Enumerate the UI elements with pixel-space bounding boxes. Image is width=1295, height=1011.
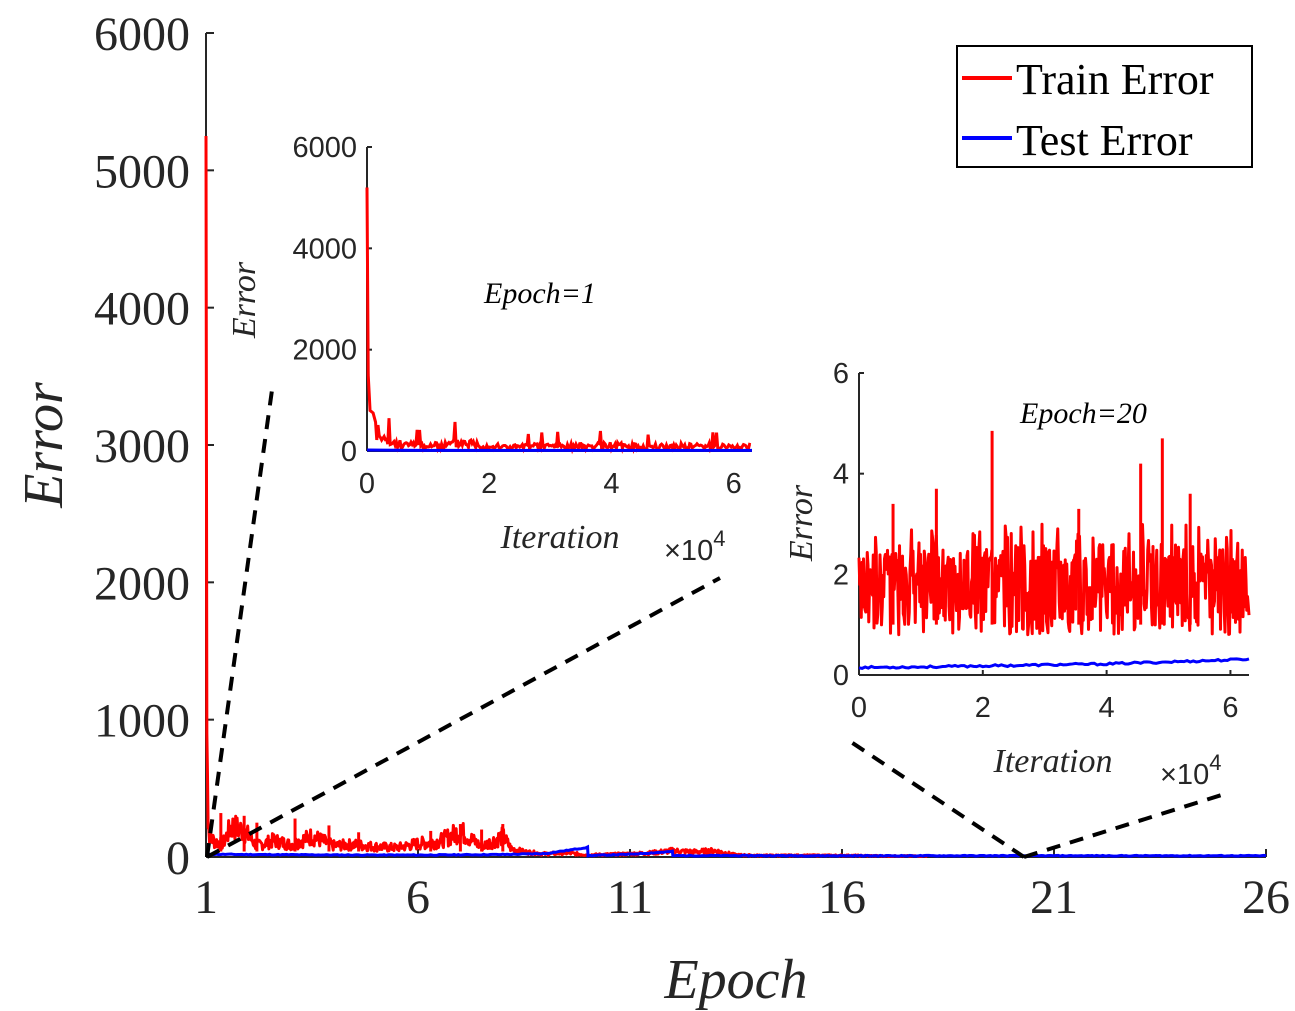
main-y-tick-label: 6000 (94, 8, 190, 61)
inset-epoch20-x-tick-label: 0 (851, 692, 867, 724)
inset-epoch20-y-tick-label: 4 (833, 459, 849, 491)
inset-epoch20-train-line (857, 522, 1251, 637)
legend-box (956, 45, 1253, 168)
inset-epoch1-x-tick-label: 4 (603, 468, 619, 500)
inset-epoch1-y-tick-label: 0 (341, 436, 357, 468)
main-x-tick-label: 6 (406, 871, 430, 924)
inset-epoch20-y-axis-title: Error (783, 484, 820, 562)
inset-epoch1-x-tick-label: 6 (726, 468, 742, 500)
inset-epoch20-x-tick-label: 6 (1222, 692, 1238, 724)
main-y-tick-label: 1000 (94, 695, 190, 748)
main-y-tick-label: 0 (166, 832, 190, 885)
inset-epoch20-x-tick-label: 2 (975, 692, 991, 724)
main-y-tick-label: 5000 (94, 145, 190, 198)
main-y-tick-label: 2000 (94, 557, 190, 610)
inset-epoch20-y-tick-label: 2 (833, 559, 849, 591)
inset-epoch20-test-line (858, 657, 1250, 670)
inset-epoch20-series (857, 430, 1251, 670)
inset-epoch1-x-tick-label: 2 (481, 468, 497, 500)
main-y-tick-label: 4000 (94, 283, 190, 336)
inset-epoch1-series (365, 187, 752, 455)
inset-epoch1-y-axis-title: Error (226, 261, 263, 339)
inset-epoch20-x-tick-label: 4 (1099, 692, 1115, 724)
inset-epoch1-multiplier: ×104 (664, 526, 725, 567)
inset-epoch20-multiplier: ×104 (1160, 750, 1221, 791)
inset-epoch1-y-tick-label: 2000 (292, 335, 357, 367)
main-x-tick-label: 26 (1242, 871, 1290, 924)
main-x-tick-label: 11 (607, 871, 653, 924)
inset-epoch1-x-tick-label: 0 (359, 468, 375, 500)
main-x-axis-title: Epoch (663, 949, 807, 1011)
legend: Train Error Test Error (956, 45, 1253, 168)
main-x-tick-label: 21 (1030, 871, 1078, 924)
connector-epoch20-right (1023, 791, 1229, 859)
inset-epoch20-annotation: Epoch=20 (1019, 397, 1147, 430)
main-x-tick-label: 16 (818, 871, 866, 924)
main-test-error-line (205, 844, 1267, 858)
inset-epoch1-y-tick-label: 6000 (292, 132, 357, 164)
legend-label-test: Test Error (1016, 116, 1193, 165)
inset-epoch1-x-axis-title: Iteration (500, 519, 620, 556)
connector-epoch1-right (206, 576, 721, 859)
inset-epoch1-train-line (365, 187, 752, 455)
connector-epoch20-left (846, 738, 1026, 859)
inset-epoch1-y-tick-label: 4000 (292, 233, 357, 265)
main-x-tick-label: 1 (194, 871, 218, 924)
inset-epoch20-y-tick-label: 0 (833, 660, 849, 692)
zoom-connectors (205, 389, 1229, 859)
main-y-axis-title: Error (13, 382, 75, 509)
connector-epoch1-left (205, 389, 274, 858)
inset-epoch20-axes: 0 2 4 6 0 2 4 6 (833, 358, 1249, 724)
inset-epoch20-y-tick-label: 6 (833, 358, 849, 390)
main-series (204, 135, 1267, 858)
main-y-tick-label: 3000 (94, 420, 190, 473)
inset-epoch20-x-axis-title: Iteration (993, 743, 1113, 780)
inset-epoch1-annotation: Epoch=1 (483, 277, 596, 310)
legend-label-train: Train Error (1016, 55, 1214, 104)
